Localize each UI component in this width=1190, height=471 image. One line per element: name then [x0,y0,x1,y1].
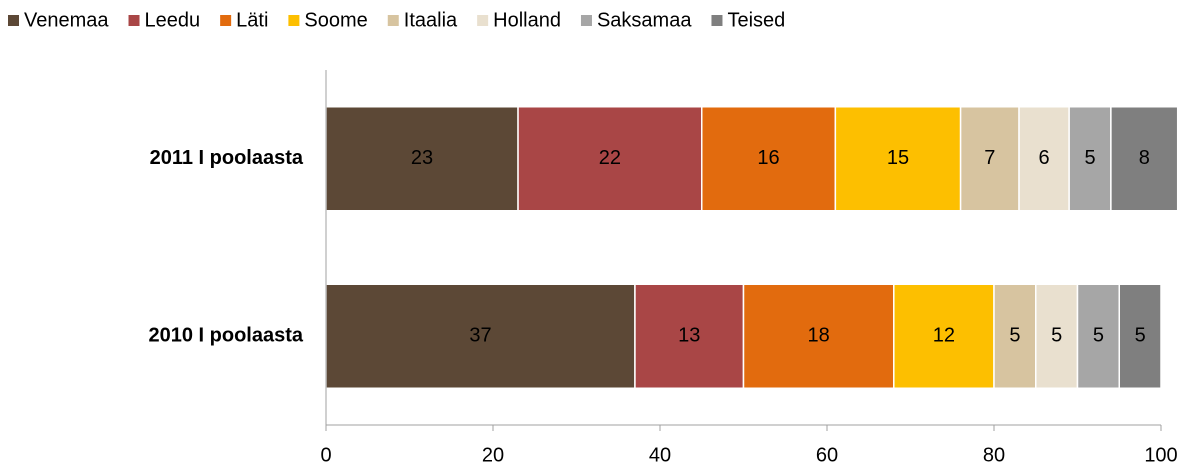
data-label: 13 [678,325,700,347]
bar-segment [1118,283,1162,389]
data-label: 5 [1135,325,1146,347]
data-label: 5 [1084,147,1095,169]
legend-swatch [477,15,489,26]
data-label: 7 [984,147,995,169]
data-label: 8 [1139,147,1150,169]
legend-swatch [580,15,592,26]
x-tick-label: 0 [320,444,331,466]
bar-segment [893,283,995,389]
bar-segment [993,283,1037,389]
legend-label: Soome [304,9,367,31]
data-label: 15 [887,147,909,169]
data-label: 16 [757,147,779,169]
bar-segment [517,106,703,212]
x-tick-label: 40 [649,444,671,466]
x-tick-label: 60 [816,444,838,466]
data-label: 18 [808,325,830,347]
legend-label: Leedu [145,9,201,31]
x-tick-label: 100 [1144,444,1177,466]
data-label: 5 [1009,325,1020,347]
legend-label: Holland [493,9,561,31]
y-tick-label: 2010 I poolaasta [148,325,303,347]
data-label: 22 [599,147,621,169]
legend-label: Läti [236,9,268,31]
data-label: 37 [469,325,491,347]
legend-label: Teised [727,9,785,31]
legend-swatch [711,15,723,26]
data-label: 12 [933,325,955,347]
legend-label: Saksamaa [597,9,692,31]
bar-segment [325,106,519,212]
bar-segment [959,106,1020,212]
bar-segment [1068,106,1112,212]
bar-segment [834,106,962,212]
legend-swatch [288,15,300,26]
data-label: 23 [411,147,433,169]
data-label: 6 [1039,147,1050,169]
data-label: 5 [1051,325,1062,347]
legend-swatch [8,15,19,26]
legend-label: Venemaa [24,9,109,31]
bar-segment [634,283,745,389]
bar-segment [1035,283,1079,389]
bar-segment [1110,106,1179,212]
legend-swatch [220,15,232,26]
legend-swatch [387,15,399,26]
bar-segment [701,106,837,212]
legend-swatch [128,15,140,26]
data-label: 5 [1093,325,1104,347]
y-tick-label: 2011 I poolaasta [150,147,304,169]
x-tick-label: 20 [482,444,504,466]
bar-segment [1018,106,1070,212]
x-tick-label: 80 [983,444,1005,466]
legend-label: Itaalia [404,9,458,31]
